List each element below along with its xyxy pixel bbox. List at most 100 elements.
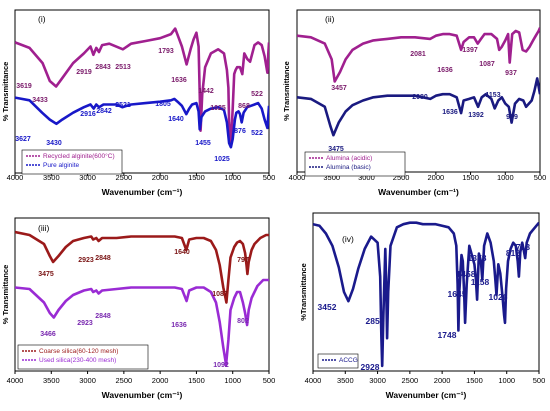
x-tick-label: 4000: [7, 376, 24, 385]
peak-label: 3627: [15, 136, 31, 143]
peak-label: 1455: [195, 140, 211, 147]
peak-label: 3430: [46, 140, 62, 147]
legend-label: ACCG: [339, 357, 358, 364]
legend-label: Recycled alginite(600°C): [43, 152, 115, 160]
panel-label: (i): [38, 14, 46, 24]
x-tick-label: 1000: [224, 376, 241, 385]
x-tick-label: 3500: [43, 376, 60, 385]
peak-label: 1087: [212, 291, 228, 298]
peak-label: 1442: [198, 88, 214, 95]
peak-label: 1378: [468, 253, 487, 263]
peak-label: 3452: [318, 302, 337, 312]
x-tick-label: 3000: [79, 376, 96, 385]
x-axis-label: Wavenumber (cm⁻¹): [102, 187, 183, 197]
series-line-1: [297, 27, 540, 83]
x-tick-label: 1000: [497, 173, 514, 182]
x-tick-label: 1500: [466, 376, 483, 385]
peak-label: 1636: [171, 322, 187, 329]
peak-label: 1636: [437, 67, 453, 74]
series-line-1: [15, 230, 269, 304]
peak-label: 3466: [40, 331, 56, 338]
series-line-1: [15, 27, 269, 146]
x-tick-label: 2500: [402, 376, 419, 385]
peak-label: 1748: [438, 330, 457, 340]
peak-label: 2081: [410, 51, 426, 58]
legend-box: [304, 151, 406, 177]
chart-panel-2: 4000 3500 3000 2500 2000 1500 1000 500 Wavenumbe…: [282, 9, 547, 197]
peak-label: 3457: [331, 85, 347, 92]
peak-label: 2842: [96, 108, 112, 115]
peak-label: 868: [238, 103, 250, 110]
panel-label: (ii): [325, 14, 335, 24]
peak-label: 3475: [328, 146, 344, 153]
peak-label: 1636: [442, 109, 458, 116]
peak-label: 2923: [78, 257, 94, 264]
x-tick-label: 3000: [358, 173, 375, 182]
plot-frame: [14, 9, 270, 174]
x-tick-label: 500: [263, 173, 276, 182]
legend-label: Coarse silica(60-120 mesh): [39, 348, 118, 355]
series-line-2: [15, 278, 269, 367]
x-tick-label: 4000: [305, 376, 322, 385]
x-tick-label: 2000: [434, 376, 451, 385]
peak-label: 522: [251, 130, 263, 137]
peak-label: 1458: [457, 269, 476, 279]
chart-panel-4: 4000 3500 3000 2500 2000 1500 1000 500 Wavenumbe…: [299, 212, 546, 400]
series-line-1: [313, 221, 539, 368]
peak-label: 1026: [489, 292, 508, 302]
peak-label: 1645: [448, 289, 467, 299]
x-tick-label: 2000: [152, 173, 169, 182]
panel-label: (iii): [38, 223, 49, 233]
peak-label: 1793: [158, 48, 174, 55]
x-tick-label: 3000: [369, 376, 386, 385]
x-tick-label: 4000: [7, 173, 24, 182]
x-tick-label: 3500: [43, 173, 60, 182]
peak-label: 3433: [32, 97, 48, 104]
legend-box: [21, 149, 123, 175]
x-tick-label: 500: [534, 173, 547, 182]
x-tick-label: 2500: [116, 376, 133, 385]
chart-panel-3: 4000 3500 3000 2500 2000 1500 1000 500 Wavenumbe…: [1, 217, 276, 400]
x-tick-label: 1000: [498, 376, 515, 385]
peak-label: 1805: [155, 101, 171, 108]
x-tick-label: 2000: [152, 376, 169, 385]
peak-label: 1640: [168, 116, 184, 123]
x-tick-label: 500: [533, 376, 546, 385]
peak-label: 1158: [471, 277, 490, 287]
x-axis-label: Wavenumber (cm⁻¹): [378, 187, 459, 197]
y-axis-label: % Transmittance: [1, 62, 10, 122]
legend-box: [317, 353, 359, 369]
x-tick-label: 1500: [188, 173, 205, 182]
x-tick-label: 4000: [289, 173, 306, 182]
peak-label: 1392: [468, 112, 484, 119]
peak-label: 2919: [76, 69, 92, 76]
peak-label: 812: [506, 248, 520, 258]
peak-label: 797: [237, 257, 249, 264]
peak-label: 1087: [479, 61, 495, 68]
peak-label: 2923: [77, 320, 93, 327]
y-axis-label: % Transmittance: [282, 61, 291, 121]
legend-label: Used silica(230-400 mesh): [39, 357, 116, 364]
peak-label: 1025: [210, 105, 226, 112]
x-tick-label: 500: [263, 376, 276, 385]
peak-label: 2513: [115, 64, 131, 71]
x-tick-label: 1500: [188, 376, 205, 385]
peak-label: 713: [516, 242, 530, 252]
peak-label: 522: [251, 91, 263, 98]
y-axis-label: %Transmittance: [299, 263, 308, 321]
legend-label: Alumina (acidic): [326, 155, 372, 162]
peak-label: 1636: [171, 77, 187, 84]
legend-label: Pure alginite: [43, 162, 80, 169]
peak-label: 2916: [80, 111, 96, 118]
peak-label: 2521: [115, 102, 131, 109]
x-tick-label: 3500: [323, 173, 340, 182]
peak-label: 1153: [485, 92, 500, 99]
x-tick-label: 3000: [79, 173, 96, 182]
peak-label: 3619: [16, 83, 32, 90]
x-tick-label: 2500: [116, 173, 133, 182]
x-tick-label: 2500: [393, 173, 410, 182]
panel-label: (iv): [342, 234, 354, 244]
legend-box: [17, 344, 149, 370]
series-line-2: [297, 77, 540, 137]
x-tick-label: 1500: [462, 173, 479, 182]
